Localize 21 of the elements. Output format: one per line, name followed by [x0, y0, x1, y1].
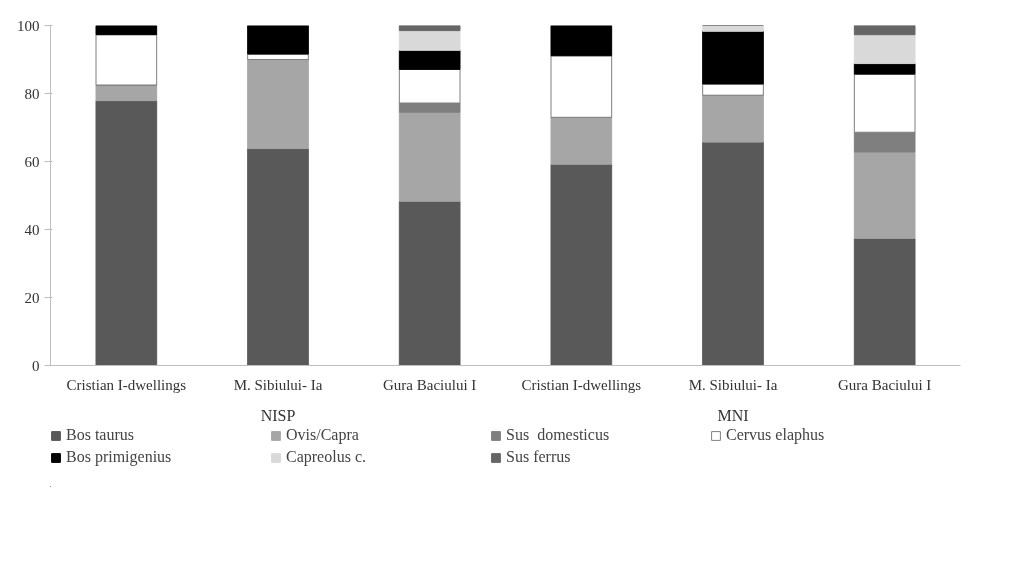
y-tick-label: 0	[32, 357, 40, 374]
legend-label: Ovis/Capra	[286, 426, 360, 444]
legend-label: Bos taurus	[66, 426, 135, 444]
y-tick-label: 60	[24, 153, 40, 170]
text: MNI	[717, 406, 749, 424]
y-tick-label: 100	[17, 17, 40, 34]
text: NISP	[260, 406, 296, 424]
x-tick-label: M. Sibiului- Ia	[233, 376, 323, 393]
legend-label: Cervus elaphus	[726, 426, 826, 444]
x-tick-label: Gura Baciului I	[838, 376, 932, 393]
x-tick-label: Cristian I-dwellings	[66, 376, 187, 393]
y-tick-label: 40	[24, 221, 40, 238]
y-tick-label: 80	[24, 85, 40, 102]
legend-label: Bos primigenius	[66, 448, 173, 466]
y-tick-label: 20	[24, 289, 40, 306]
legend-label: Sus domesticus	[506, 426, 611, 444]
legend-label: Capreolus c.	[286, 448, 367, 466]
x-tick-label: M. Sibiului- Ia	[688, 376, 778, 393]
legend-label: Sus ferrus	[506, 448, 572, 466]
x-tick-label: Gura Baciului I	[383, 376, 477, 393]
x-tick-label: Cristian I-dwellings	[521, 376, 642, 393]
